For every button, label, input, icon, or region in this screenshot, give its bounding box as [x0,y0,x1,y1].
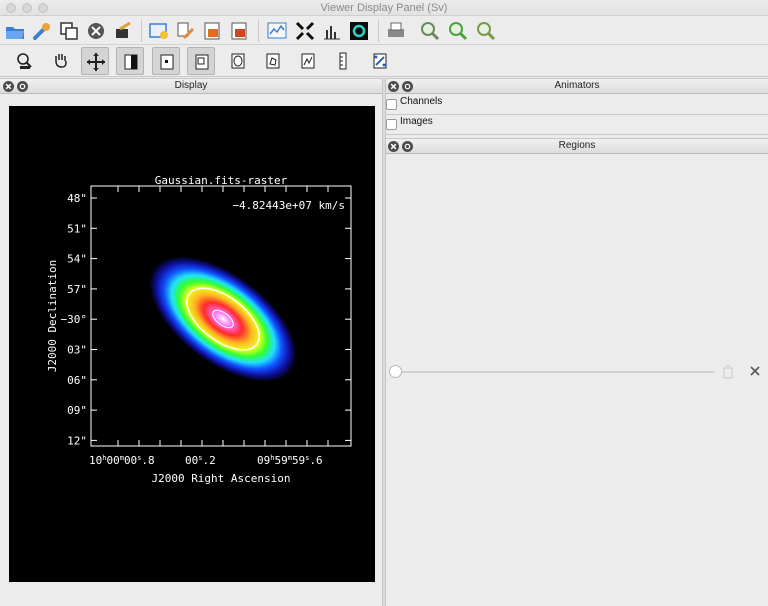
y-tick-label: 54" [67,253,87,266]
window-titlebar: Viewer Display Panel (Sv) [0,0,768,16]
zoom-in-icon[interactable] [419,20,441,42]
y-tick-label: −30° [61,313,88,326]
histogram-icon[interactable] [321,20,343,42]
plot-title: Gaussian.fits-raster [155,174,288,187]
zoom-reset-icon[interactable] [475,20,497,42]
x-axis-label: J2000 Right Ascension [151,472,290,485]
open-folder-icon[interactable] [4,20,26,42]
x-tick-label: 09h59m59s.6 [257,454,323,467]
region-slider-knob[interactable] [389,365,402,378]
velocity-annotation: −4.82443e+07 km/s [232,199,345,212]
regions-float-icon[interactable] [402,141,413,152]
animator-item-images[interactable]: Images [386,115,768,135]
close-panel-icon[interactable] [85,20,107,42]
animators-float-icon[interactable] [402,81,413,92]
panel-splitter[interactable] [382,78,386,606]
animators-panel-title: Animators [554,80,600,91]
trash-icon[interactable] [722,365,734,379]
display-float-icon[interactable] [17,81,28,92]
polyline-icon[interactable] [294,47,322,75]
x-tick-labels: 10h00m00s.8 00s.2 09h59m59s.6 [89,454,323,467]
regions-panel-title: Regions [558,140,596,151]
images-label: Images [400,116,433,127]
contour-inner [212,309,234,329]
channels-checkbox[interactable] [386,99,397,110]
zoom-tool-icon[interactable] [11,47,39,75]
x-tick-label: 00s.2 [185,454,216,467]
display-close-icon[interactable] [3,81,14,92]
fit-icon[interactable] [294,20,316,42]
position-velocity-icon[interactable] [366,47,394,75]
ruler-icon[interactable] [329,47,357,75]
animators-close-icon[interactable] [388,81,399,92]
region-statistics-icon[interactable] [348,20,370,42]
display-canvas[interactable]: Gaussian.fits-raster −4.82443e+07 km/s 4… [9,106,375,582]
wrench-icon[interactable] [31,20,53,42]
region-slider-track[interactable] [396,371,714,373]
display-panel-header: Display [0,78,382,94]
y-tick-label: 12" [67,434,87,447]
y-tick-label: 57" [67,283,87,296]
zoom-window-button[interactable] [38,3,48,13]
save-image-icon[interactable] [202,20,224,42]
polygon-region-icon[interactable] [259,47,287,75]
animator-item-channels[interactable]: Channels [386,95,768,115]
point-tool-icon[interactable] [152,47,180,75]
y-tick-label: 09" [67,404,87,417]
unload-icon[interactable] [112,20,134,42]
move-tool-icon[interactable] [81,47,109,75]
gaussian-raster [149,256,297,382]
display-panel-title: Display [174,80,208,91]
close-icon[interactable] [749,365,761,377]
close-window-button[interactable] [6,3,16,13]
images-checkbox[interactable] [386,119,397,130]
ellipse-region-icon[interactable] [224,47,252,75]
pan-tool-icon[interactable] [47,47,75,75]
spectral-profile-icon[interactable] [266,20,288,42]
y-tick-label: 06" [67,374,87,387]
data-manager-icon[interactable] [148,20,170,42]
y-tick-label: 03" [67,344,87,357]
zoom-out-icon[interactable] [447,20,469,42]
contrast-tool-icon[interactable] [116,47,144,75]
y-axis-label: J2000 Declination [46,260,59,373]
print-export-icon[interactable] [229,20,251,42]
y-tick-label: 48" [67,192,87,205]
regions-close-icon[interactable] [388,141,399,152]
main-toolbar [0,16,768,45]
minimize-window-button[interactable] [22,3,32,13]
window-title: Viewer Display Panel (Sv) [320,2,448,14]
y-tick-label: 51" [67,222,87,235]
adjust-icon[interactable] [175,20,197,42]
rectangle-region-icon[interactable] [187,47,215,75]
contour-outer [186,287,260,351]
plot-frame [90,185,352,447]
x-tick-label: 10h00m00s.8 [89,454,155,467]
channels-label: Channels [400,96,443,107]
copy-panel-icon[interactable] [58,20,80,42]
regions-panel-header: Regions [386,138,768,154]
printer-icon[interactable] [385,20,407,42]
mouse-tools-toolbar [0,45,768,77]
animators-panel-header: Animators [386,78,768,94]
